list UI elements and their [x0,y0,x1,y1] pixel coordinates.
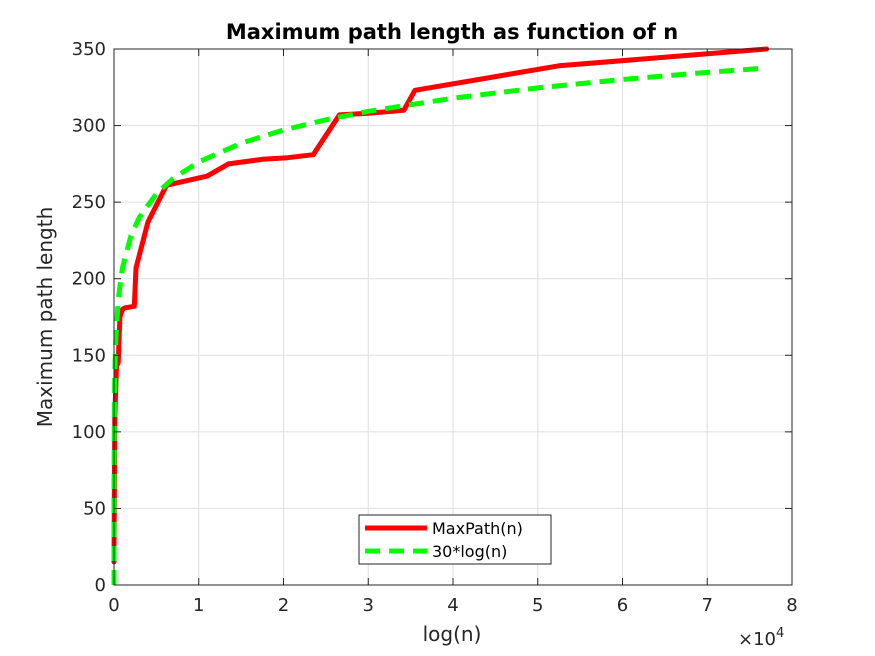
legend-box [358,514,552,565]
tick-marks [113,48,793,586]
y-tick-label: 150 [72,345,106,366]
x-tick-label: 0 [108,595,119,616]
y-tick-label: 250 [72,192,106,213]
legend-label-maxpath: MaxPath(n) [432,519,523,538]
x-tick-label: 1 [193,595,204,616]
x-axis-label: log(n) [423,622,482,646]
x-tick-label: 7 [702,595,713,616]
series-line-maxpath [111,46,770,565]
x-tick-label: 6 [617,595,628,616]
x-tick-label: 8 [786,595,797,616]
y-tick-label: 100 [72,422,106,443]
y-tick-label: 50 [83,498,106,519]
x-tick-label: 3 [363,595,374,616]
y-tick-label: 0 [95,575,106,596]
x-tick-label: 4 [447,595,458,616]
x-exponent-label: ×104 [738,626,784,650]
x-tick-label: 2 [278,595,289,616]
y-axis-label: Maximum path length [33,207,57,427]
x-tick-label: 5 [532,595,543,616]
legend-label-30log: 30*log(n) [432,542,507,561]
legend: MaxPath(n) 30*log(n) [358,514,552,565]
tick-labels: 0 1 2 3 4 5 6 7 8 0 50 100 150 200 250 300 350 [72,39,798,616]
chart-title: Maximum path length as function of n [226,20,678,44]
y-tick-label: 350 [72,39,106,60]
y-tick-label: 300 [72,116,106,137]
y-tick-label: 200 [72,269,106,290]
